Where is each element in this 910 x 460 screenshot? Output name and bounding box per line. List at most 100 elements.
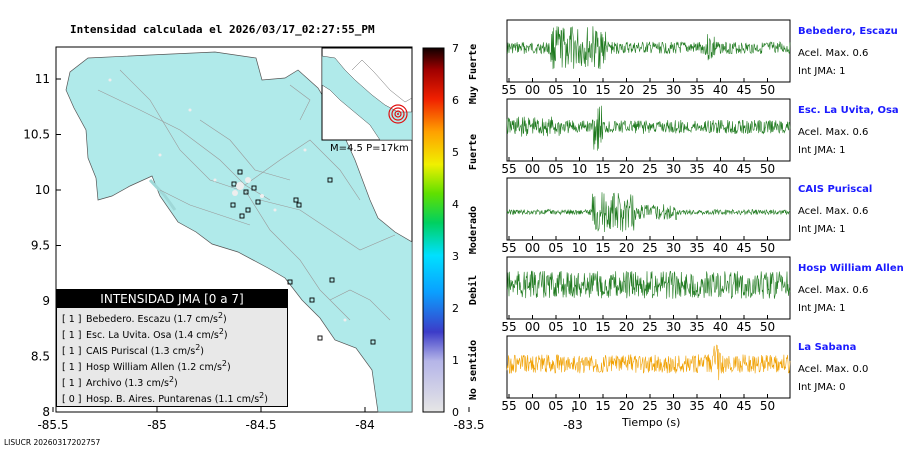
roads [97, 69, 396, 321]
legend-intensity: [ 0 ] [62, 394, 82, 406]
station-max-accel: Acel. Max. 0.6 [798, 48, 869, 59]
station-max-accel: Acel. Max. 0.6 [798, 127, 869, 138]
waveform-panel: 55 00 05 10 15 20 25 30 35 40 45 50 [501, 335, 791, 413]
time-axis-label: Tiempo (s) [622, 416, 681, 429]
waveform-tick-label: 35 [689, 320, 704, 334]
station-jma-intensity: Int JMA: 1 [798, 145, 846, 156]
costa-rica-land [65, 51, 413, 413]
waveform-tick-label: 20 [619, 162, 634, 176]
legend-close: ) [200, 346, 204, 358]
legend-close: ) [174, 378, 178, 390]
waveform-trace [506, 192, 791, 233]
legend-station: Hosp. B. Aires. Puntarenas (1.1 cm/s [86, 394, 260, 406]
legend-row: [ 1 ] CAIS Puriscal (1.3 cm/s2) [57, 340, 287, 358]
waveform-tick-label: 35 [689, 83, 704, 97]
waveform-tick-label: 20 [619, 399, 634, 413]
waveform-tick-label: 05 [548, 83, 563, 97]
legend-unit-exponent: 2 [217, 311, 224, 320]
gulf-nicoya [148, 178, 177, 211]
station-name: CAIS Puriscal [798, 184, 873, 195]
waveform-tick-label: 55 [501, 399, 516, 413]
waveform-trace [506, 344, 791, 381]
legend-intensity: [ 1 ] [62, 314, 82, 326]
station-name: Bebedero, Escazu [798, 26, 898, 37]
waveform-tick-label: 40 [713, 241, 728, 255]
waveform-trace [506, 26, 791, 70]
legend-close: ) [223, 330, 228, 342]
waveform-tick-label: 00 [525, 320, 540, 334]
intensity-legend: INTENSIDAD JMA [0 a 7] [ 1 ] Bebedero. Es… [56, 289, 288, 407]
legend-row: [ 1 ] Archivo (1.3 cm/s2) [57, 372, 287, 390]
waveform-tick-label: 05 [548, 399, 563, 413]
legend-close: ) [264, 394, 268, 406]
waveform-tick-label: 45 [736, 399, 751, 413]
waveform-tick-label: 00 [525, 162, 540, 176]
legend-unit-exponent: 2 [218, 327, 224, 336]
waveform-trace [506, 105, 791, 151]
map-title: Intensidad calculada el 2026/03/17_02:27… [70, 23, 375, 36]
station-jma-intensity: Int JMA: 0 [798, 382, 846, 393]
waveform-tick-label: 05 [548, 241, 563, 255]
waveform-tick-label: 05 [548, 320, 563, 334]
legend-station: Archivo (1.3 cm/s [86, 378, 169, 390]
station-jma-intensity: Int JMA: 1 [798, 66, 846, 77]
map-xtick-label: -83 [563, 418, 583, 432]
colorbar-category: Moderado [468, 206, 479, 254]
waveform-tick-label: 55 [501, 83, 516, 97]
waveform-tick-label: 30 [666, 399, 681, 413]
map-y-axis: 11 10.5 10 9.5 9 8.5 8 [23, 72, 61, 419]
legend-unit-exponent: 2 [169, 375, 175, 384]
waveform-tick-label: 45 [736, 241, 751, 255]
map-ytick-label: 8.5 [31, 350, 50, 364]
station-max-accel: Acel. Max. 0.6 [798, 206, 869, 217]
waveform-tick-label: 35 [689, 241, 704, 255]
waveform-tick-label: 25 [642, 399, 657, 413]
map-ytick-label: 10 [35, 183, 50, 197]
legend-row: [ 0 ] Hosp. B. Aires. Puntarenas (1.1 cm/… [57, 388, 287, 406]
map-xtick-label: -83.5 [453, 418, 484, 432]
legend-intensity: [ 1 ] [62, 362, 82, 374]
footer-id: LISUCR 20260317202757 [4, 438, 101, 447]
map-ytick-label: 9 [42, 294, 50, 308]
waveform-tick-label: 15 [595, 83, 610, 97]
waveform-tick-label: 40 [713, 320, 728, 334]
waveform-tick-label: 15 [595, 241, 610, 255]
legend-unit-exponent: 2 [195, 343, 201, 352]
waveform-tick-label: 25 [642, 320, 657, 334]
waveform-panel: 55 00 05 10 15 20 25 30 35 40 45 50 [501, 256, 791, 334]
colorbar-ticks: 7 6 5 4 3 2 1 0 [452, 42, 459, 419]
waveform-panels: 55 00 05 10 15 20 25 30 35 40 45 50 55 00 05 10 15 20 25 30… [501, 19, 791, 413]
waveform-tick-label: 30 [666, 241, 681, 255]
waveform-tick-label: 10 [572, 399, 587, 413]
waveform-tick-label: 45 [736, 162, 751, 176]
waveform-tick-label: 10 [572, 83, 587, 97]
colorbar-tick-label: 2 [452, 302, 459, 315]
waveform-panel: 55 00 05 10 15 20 25 30 35 40 45 50 [501, 98, 791, 176]
waveform-tick-label: 45 [736, 83, 751, 97]
legend-row: [ 1 ] Esc. La Uvita. Osa (1.4 cm/s2) [57, 324, 287, 342]
waveform-tick-label: 50 [760, 320, 775, 334]
waveform-tick-label: 15 [595, 162, 610, 176]
map-xtick-label: -85.5 [37, 418, 68, 432]
legend-station: Hosp William Allen (1.2 cm/s [86, 362, 222, 374]
legend-close: ) [226, 362, 231, 374]
waveform-tick-label: 20 [619, 83, 634, 97]
legend-title: INTENSIDAD JMA [0 a 7] [57, 290, 287, 308]
station-jma-intensity: Int JMA: 1 [798, 224, 846, 235]
waveform-tick-label: 55 [501, 320, 516, 334]
colorbar-tick-label: 5 [452, 146, 459, 159]
waveform-tick-label: 15 [595, 320, 610, 334]
waveform-tick-label: 40 [713, 399, 728, 413]
colorbar-categories: Muy Fuerte Fuerte Moderado Debil No sentido [467, 44, 479, 400]
map-xtick-label: -84 [355, 418, 375, 432]
legend-row: [ 1 ] Bebedero. Escazu (1.7 cm/s2) [57, 308, 287, 326]
legend-unit-exponent: 2 [221, 359, 227, 368]
waveform-tick-label: 10 [572, 241, 587, 255]
map-xtick-label: -84.5 [245, 418, 276, 432]
legend-intensity: [ 1 ] [62, 330, 82, 342]
waveform-tick-label: 50 [760, 241, 775, 255]
map-ytick-label: 10.5 [23, 128, 50, 142]
waveform-tick-label: 15 [595, 399, 610, 413]
legend-close: ) [223, 314, 227, 326]
